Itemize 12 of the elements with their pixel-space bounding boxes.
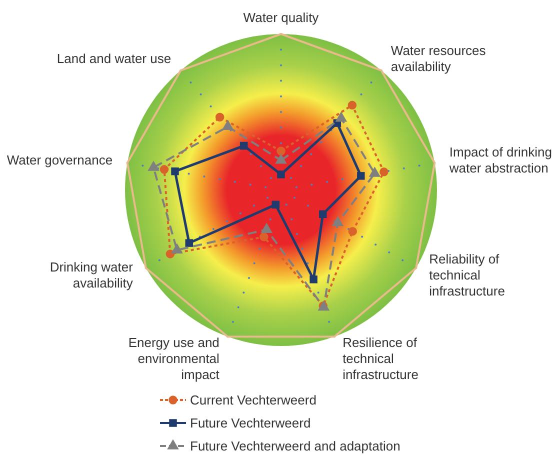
spoke-label: Drinking water availability (50, 260, 134, 290)
spoke-label: Water resources availability (390, 43, 486, 74)
legend-label: Future Vechterweerd (190, 416, 311, 430)
spoke-label: Impact of drinking water abstraction (448, 144, 552, 176)
spoke-label: Reliability of technical infrastructure (429, 252, 505, 298)
spoke-label: Land and water use (56, 51, 172, 66)
spoke-label: Water governance (6, 152, 113, 168)
legend-label: Future Vechterweerd and adaptation (190, 438, 400, 454)
legend-label: Current Vechterweerd (190, 392, 316, 408)
spoke-label: Water quality (243, 10, 320, 25)
spoke-label: Energy use and environmental impact (128, 335, 220, 382)
spoke-label: Resilience of technical infrastructure (342, 335, 418, 382)
